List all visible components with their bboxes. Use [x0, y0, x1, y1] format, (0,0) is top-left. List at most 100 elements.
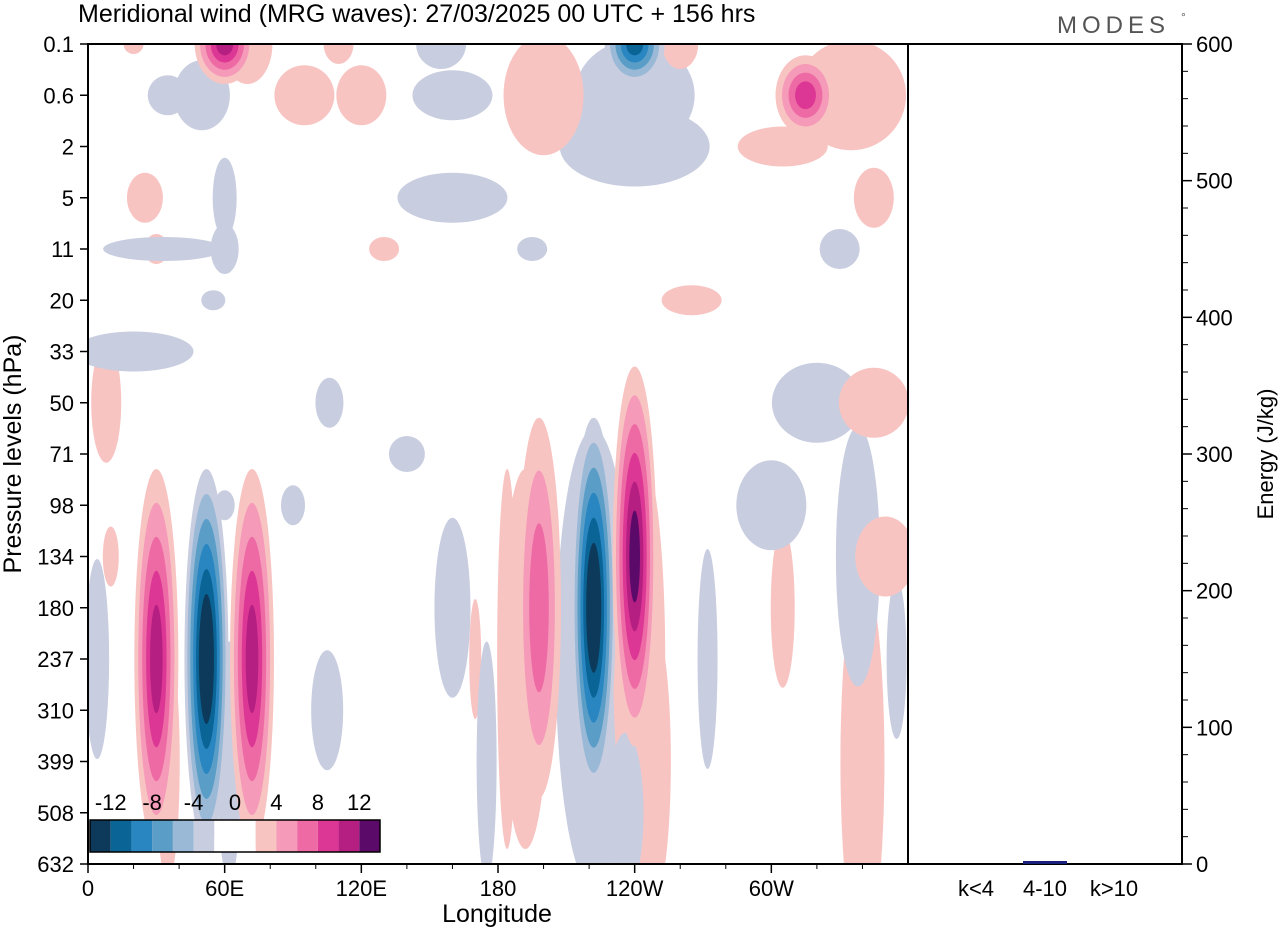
y-axis-label: Pressure levels (hPa) [0, 335, 27, 574]
wind-contour-patch [819, 229, 860, 269]
longitude-axis: 0 60E 120E 180 120W 60W [82, 864, 863, 901]
wind-contour-patch [88, 331, 194, 372]
pressure-tick-label: 0.6 [43, 83, 74, 108]
wind-contour-patch [323, 44, 354, 64]
colorbar-label: 12 [347, 790, 371, 815]
energy-tick-label: 500 [1196, 169, 1233, 194]
energy-category-label: 4-10 [1023, 876, 1067, 901]
energy-tick-label: 400 [1196, 305, 1233, 330]
pressure-tick-label: 632 [37, 852, 74, 877]
wind-contour-patch [123, 44, 144, 54]
pressure-tick-label: 50 [50, 391, 74, 416]
longitude-tick-label: 180 [480, 876, 517, 901]
wind-contour-patch [629, 510, 641, 603]
colorbar-swatch [172, 820, 194, 852]
wind-contour-patch [397, 172, 508, 223]
colorbar-label: 8 [312, 790, 324, 815]
wind-contour-patch [886, 579, 907, 739]
wind-contour-patch [771, 362, 862, 443]
wind-contour-patch [503, 44, 584, 156]
colorbar-swatch [193, 820, 215, 852]
chart-title: Meridional wind (MRG waves): 27/03/2025 … [78, 0, 755, 28]
energy-tick-label: 600 [1196, 32, 1233, 57]
colorbar-label: 0 [229, 790, 241, 815]
wind-contour-patch [315, 377, 344, 428]
wind-contour-patch [147, 75, 188, 116]
pressure-axis: 0.1 0.6 2 5 11 20 33 50 71 98 134 180 237 310 399 508 63… [37, 32, 88, 877]
colorbar-label: -12 [95, 790, 127, 815]
energy-tick-label: 100 [1196, 715, 1233, 740]
energy-frame [907, 43, 1183, 865]
wind-contour-patch [574, 44, 695, 151]
wind-contour-patch [336, 65, 387, 126]
wind-contour-patch [736, 460, 807, 551]
wind-contour-patch [589, 567, 599, 648]
wind-contour-patch [529, 523, 549, 693]
wind-contour-patch [201, 619, 212, 699]
wind-contour-patch [274, 65, 335, 126]
wind-contour-patch [517, 237, 548, 261]
colorbar-swatch [297, 820, 318, 852]
pressure-tick-label: 5 [62, 186, 74, 211]
energy-bar [1023, 861, 1067, 864]
wind-contour-patch [838, 367, 908, 438]
longitude-tick-label: 0 [82, 876, 94, 901]
longitude-tick-label: 120W [606, 876, 664, 901]
colorbar-swatch [359, 820, 380, 852]
pressure-tick-label: 508 [37, 801, 74, 826]
pressure-tick-label: 33 [50, 340, 74, 365]
energy-plot: 0 100 200 300 400 500 600 k<4 4-10 k>10 [958, 32, 1233, 901]
pressure-tick-label: 2 [62, 135, 74, 160]
wind-contour-patch [150, 604, 163, 714]
colorbar-swatch [131, 820, 153, 852]
colorbar-swatch [338, 820, 360, 852]
brand-logo-mark: ° [1181, 10, 1186, 24]
wind-contour-patch [697, 549, 718, 769]
pressure-tick-label: 310 [37, 698, 74, 723]
wind-contour-patch [210, 224, 239, 274]
wind-contour-patch [476, 641, 497, 864]
wind-contour-patch [434, 517, 471, 698]
energy-tick-label: 200 [1196, 579, 1233, 604]
brand-logo: MODES [1057, 12, 1170, 39]
energy-tick-label: 0 [1196, 852, 1208, 877]
longitude-tick-label: 60E [205, 876, 244, 901]
pressure-tick-label: 399 [37, 750, 74, 775]
pressure-tick-label: 71 [50, 442, 74, 467]
wind-contour-patch [412, 70, 493, 121]
pressure-tick-label: 98 [50, 493, 74, 518]
colorbar-border [89, 819, 381, 853]
wind-contour-patch [281, 485, 305, 526]
wind-contour-patch [369, 237, 400, 261]
wind-contour-patch [662, 44, 699, 69]
wind-contour-patch [245, 604, 259, 714]
energy-axis-label: Energy (J/kg) [1253, 389, 1278, 520]
heatmap-plot [88, 44, 908, 864]
wind-contour-patch [626, 44, 644, 56]
colorbar-swatch [110, 820, 132, 852]
colorbar-label: -4 [184, 790, 204, 815]
wind-contour-patch [855, 516, 908, 597]
pressure-tick-label: 20 [50, 288, 74, 313]
wind-contour-patch [216, 44, 234, 56]
wind-contour-patch [416, 44, 467, 69]
colorbar-swatch [152, 820, 173, 852]
colorbar-swatch [276, 820, 298, 852]
wind-contour-patch [607, 732, 644, 864]
wind-contour-patch [853, 167, 894, 228]
wind-contour-patch [91, 342, 122, 463]
energy-category-label: k>10 [1090, 876, 1138, 901]
energy-tick-label: 300 [1196, 442, 1233, 467]
colorbar: -12 -8 -4 0 4 8 12 [89, 790, 381, 853]
energy-category-label: k<4 [958, 876, 994, 901]
wind-contour-patch [497, 469, 518, 849]
wind-contour-patch [388, 436, 425, 472]
wind-contour-patch [311, 650, 344, 771]
colorbar-label: 4 [270, 790, 282, 815]
colorbar-swatch [90, 820, 111, 852]
pressure-tick-label: 180 [37, 596, 74, 621]
x-axis-label: Longitude [442, 900, 552, 928]
wind-contour-patch [201, 290, 226, 311]
pressure-tick-label: 0.1 [43, 32, 74, 57]
